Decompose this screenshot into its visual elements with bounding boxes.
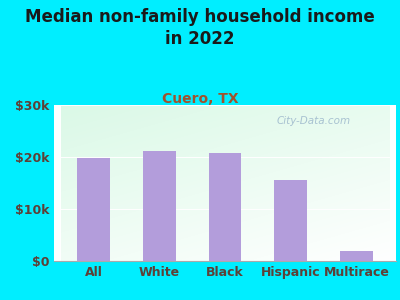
Bar — [77, 158, 110, 261]
Bar — [143, 151, 176, 261]
Text: City-Data.com: City-Data.com — [277, 116, 351, 126]
Bar — [340, 251, 373, 261]
Text: Median non-family household income
in 2022: Median non-family household income in 20… — [25, 8, 375, 48]
Bar — [208, 153, 242, 261]
Bar — [274, 180, 307, 261]
Text: Cuero, TX: Cuero, TX — [162, 92, 238, 106]
